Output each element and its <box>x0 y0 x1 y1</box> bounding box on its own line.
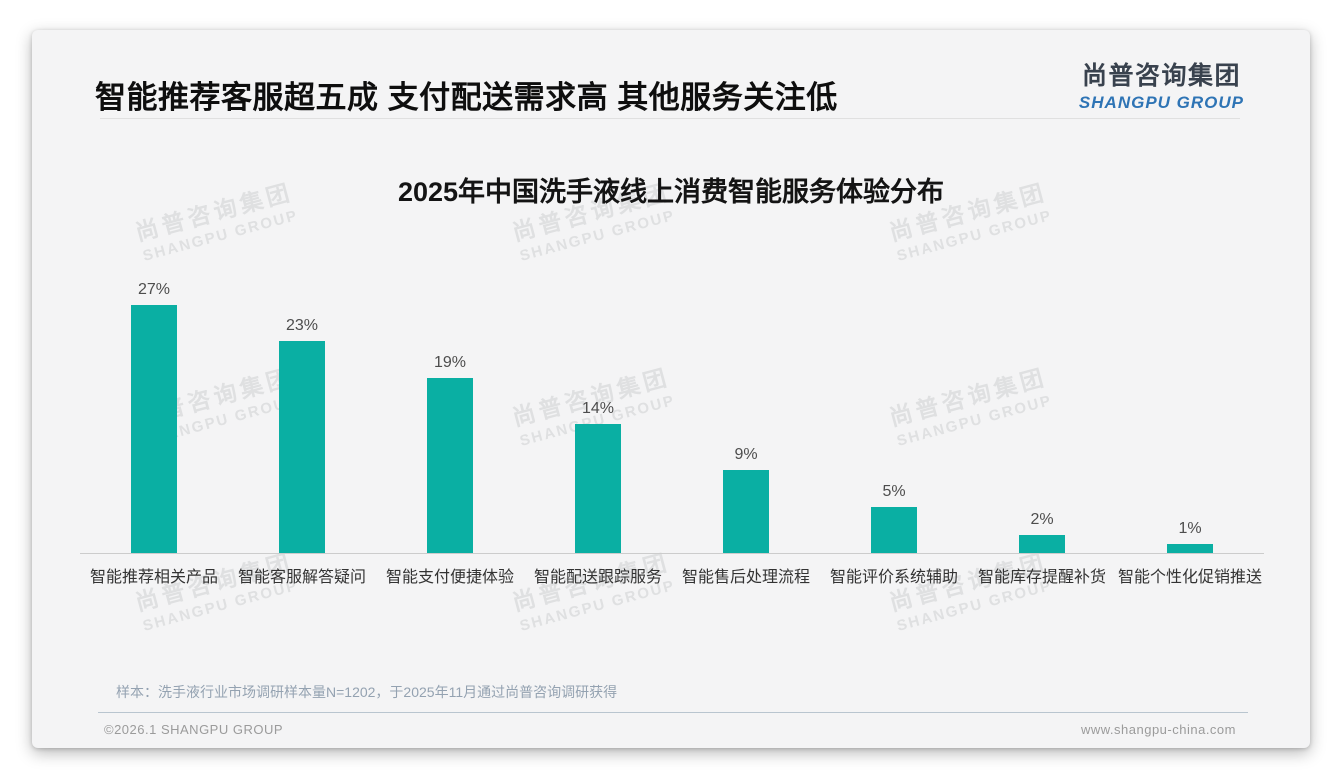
sample-note: 样本：洗手液行业市场调研样本量N=1202，于2025年11月通过尚普咨询调研获… <box>116 684 618 700</box>
bar-column: 23% <box>228 275 376 553</box>
bar-column: 5% <box>820 275 968 553</box>
watermark-english-text: SHANGPU GROUP <box>894 206 1055 265</box>
copyright-text: ©2026.1 SHANGPU GROUP <box>104 722 284 737</box>
brand-watermark: 尚普咨询集团 SHANGPU GROUP <box>885 543 1055 635</box>
bar-column: 2% <box>968 275 1116 553</box>
bar-value-label: 1% <box>1178 520 1202 537</box>
bar <box>279 341 325 553</box>
website-url: www.shangpu-china.com <box>1080 722 1236 737</box>
category-label: 智能库存提醒补货 <box>977 569 1106 586</box>
bar-value-label: 14% <box>581 400 615 417</box>
bar <box>1167 544 1213 553</box>
bar-chart: 27% 23% 19% 14% 9% 5% 2% 1% <box>80 275 1264 553</box>
bar-column: 19% <box>376 275 524 553</box>
chart-title: 2025年中国洗手液线上消费智能服务体验分布 <box>397 177 945 207</box>
category-label: 智能推荐相关产品 <box>89 569 218 586</box>
watermark-english-text: SHANGPU GROUP <box>517 206 678 265</box>
bar-column: 9% <box>672 275 820 553</box>
bar-column: 27% <box>80 275 228 553</box>
bar <box>575 424 621 553</box>
logo-english-text: SHANGPU GROUP <box>1078 93 1244 112</box>
category-label: 智能评价系统辅助 <box>829 569 958 586</box>
page-title: 智能推荐客服超五成 支付配送需求高 其他服务关注低 <box>95 80 838 115</box>
bar-value-label: 27% <box>137 281 171 298</box>
bar-value-label: 19% <box>433 354 467 371</box>
bar-value-label: 5% <box>882 483 906 500</box>
brand-watermark: 尚普咨询集团 SHANGPU GROUP <box>131 543 301 635</box>
bar-value-label: 2% <box>1030 511 1054 528</box>
company-logo: 尚普咨询集团 SHANGPU GROUP <box>1079 56 1244 113</box>
report-card: 尚普咨询集团 SHANGPU GROUP 尚普咨询集团 SHANGPU GROUP 尚普… <box>32 30 1310 748</box>
header-divider <box>100 118 1240 119</box>
watermark-english-text: SHANGPU GROUP <box>140 206 301 265</box>
logo-chinese-text: 尚普咨询集团 <box>1081 62 1241 90</box>
bar <box>871 507 917 553</box>
bar-column: 14% <box>524 275 672 553</box>
category-label: 智能支付便捷体验 <box>385 569 514 586</box>
x-axis-line <box>80 553 1264 554</box>
brand-watermark: 尚普咨询集团 SHANGPU GROUP <box>508 543 678 635</box>
bar-column: 1% <box>1116 275 1264 553</box>
bar <box>131 305 177 553</box>
footer-divider <box>98 712 1248 713</box>
category-label: 智能配送跟踪服务 <box>533 569 662 586</box>
bar-value-label: 23% <box>285 317 319 334</box>
category-label: 智能售后处理流程 <box>681 569 810 586</box>
bar-value-label: 9% <box>734 446 758 463</box>
category-label: 智能个性化促销推送 <box>1117 569 1262 586</box>
category-label: 智能客服解答疑问 <box>237 569 366 586</box>
bar <box>723 470 769 553</box>
category-axis: 智能推荐相关产品 智能客服解答疑问 智能支付便捷体验 智能配送跟踪服务 智能售后处理流程… <box>80 563 1264 587</box>
bar <box>1019 535 1065 553</box>
bar <box>427 378 473 553</box>
